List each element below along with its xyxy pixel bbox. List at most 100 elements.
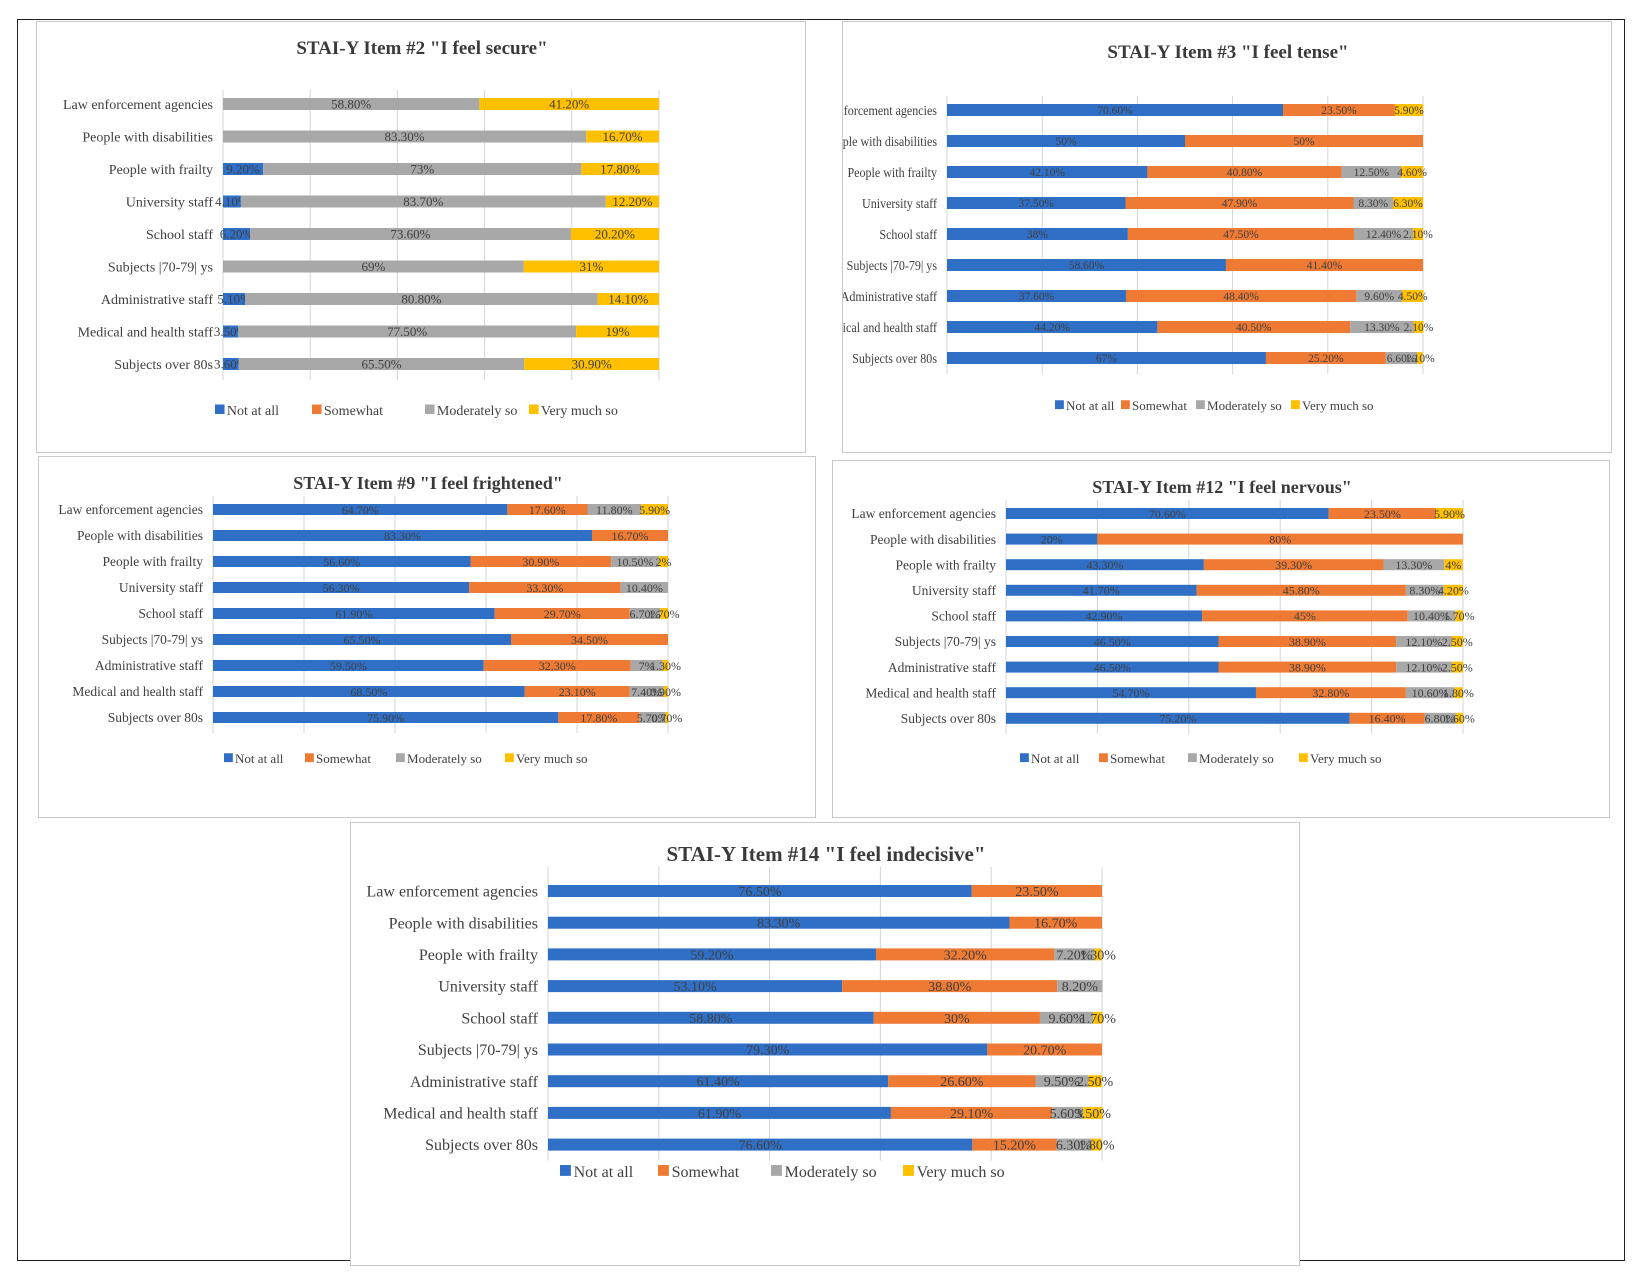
value-label: 37.50% bbox=[1019, 198, 1055, 210]
chart-panel-item12: STAI-Y Item #12 "I feel nervous" Law enfo… bbox=[832, 460, 1610, 818]
value-label: 30% bbox=[944, 1012, 970, 1027]
bar-very-much-so-law-enforcement-agencies bbox=[479, 98, 659, 110]
bar-moderately-so-people-with-frailty bbox=[1341, 166, 1402, 178]
value-label: 8.20% bbox=[1062, 980, 1099, 995]
value-label: 61.40% bbox=[696, 1075, 740, 1090]
value-label: 32.20% bbox=[944, 948, 988, 963]
bar-moderately-so-subjects-over-80s bbox=[639, 712, 666, 723]
bar-not-at-all-medical-and-health-staff bbox=[223, 325, 239, 338]
value-label: 39.30% bbox=[1275, 558, 1312, 572]
category-label-people-with-disabilities: People with disabilities bbox=[82, 130, 213, 145]
bar-not-at-all-subjects-over-80s bbox=[947, 352, 1266, 364]
bar-moderately-so-administrative-staff bbox=[1396, 661, 1452, 673]
value-label: 75.20% bbox=[1159, 712, 1196, 726]
value-label: 16.70% bbox=[612, 529, 649, 543]
bar-not-at-all-medical-and-health-staff bbox=[213, 686, 525, 697]
value-label: 1.80% bbox=[1078, 1139, 1115, 1154]
value-label: 31% bbox=[579, 259, 603, 274]
bar-not-at-all-administrative-staff bbox=[548, 1075, 889, 1088]
bar-not-at-all-law-enforcement-agencies bbox=[548, 885, 972, 897]
bar-somewhat-university-staff bbox=[1196, 584, 1406, 596]
category-label-university-staff: University staff bbox=[126, 195, 214, 210]
bar-somewhat-administrative-staff bbox=[888, 1075, 1036, 1088]
bar-somewhat-school-staff bbox=[1202, 610, 1408, 622]
bar-very-much-so-law-enforcement-agencies bbox=[1436, 508, 1463, 519]
category-label-university-staff: University staff bbox=[438, 979, 538, 996]
bar-moderately-so-subjects-70-79-ys bbox=[1396, 636, 1452, 647]
category-label-subjects-70-79-ys: Subjects |70-79| ys bbox=[895, 634, 996, 649]
value-label: 17.80% bbox=[600, 162, 640, 177]
bar-not-at-all-university-staff bbox=[947, 197, 1126, 209]
bar-moderately-so-medical-and-health-staff bbox=[629, 686, 664, 697]
value-label: 43.30% bbox=[1086, 558, 1123, 572]
chart-title: STAI-Y Item #14 "I feel indecisive" bbox=[666, 842, 985, 866]
legend-label-somewhat: Somewhat bbox=[672, 1164, 740, 1181]
bar-very-much-so-people-with-frailty bbox=[581, 163, 659, 175]
value-label: 4.50% bbox=[1398, 291, 1428, 303]
value-label: 5.10% bbox=[217, 292, 251, 307]
bar-somewhat-university-staff bbox=[1125, 197, 1354, 209]
bar-not-at-all-medical-and-health-staff bbox=[1006, 687, 1256, 699]
category-label-people-with-frailty: People with frailty bbox=[103, 554, 204, 569]
value-label: 77.50% bbox=[387, 324, 427, 339]
value-label: 8.30% bbox=[1358, 198, 1388, 210]
bar-very-much-so-subjects-over-80s bbox=[1455, 712, 1463, 724]
value-label: 20.70% bbox=[1023, 1044, 1067, 1059]
value-label: 4.20% bbox=[1438, 584, 1469, 598]
legend-swatch-moderately-so bbox=[1188, 753, 1197, 763]
bar-not-at-all-law-enforcement-agencies bbox=[213, 504, 508, 515]
value-label: 16.70% bbox=[1034, 917, 1078, 932]
value-label: 83.30% bbox=[757, 917, 801, 932]
chart-title: STAI-Y Item #9 "I feel frightened" bbox=[293, 473, 562, 493]
value-label: 9.60% bbox=[1048, 1012, 1085, 1027]
bar-somewhat-people-with-disabilities bbox=[1009, 916, 1102, 929]
value-label: 9.20% bbox=[226, 162, 260, 177]
bar-very-much-so-administrative-staff bbox=[1402, 290, 1424, 302]
value-label: 9.50% bbox=[1044, 1075, 1081, 1090]
value-label: 20% bbox=[1041, 532, 1063, 546]
legend-label-somewhat: Somewhat bbox=[1110, 751, 1165, 766]
bar-not-at-all-medical-and-health-staff bbox=[548, 1106, 891, 1119]
category-label-school-staff: School staff bbox=[879, 226, 937, 242]
chart-panel-item2: STAI-Y Item #2 "I feel secure" Law enforc… bbox=[36, 21, 806, 453]
bar-very-much-so-university-staff bbox=[605, 195, 659, 208]
bar-not-at-all-people-with-frailty bbox=[223, 163, 264, 175]
value-label: 54.70% bbox=[1112, 686, 1149, 700]
bar-moderately-so-administrative-staff bbox=[245, 293, 598, 305]
value-label: 14.10% bbox=[608, 292, 648, 307]
bar-very-much-so-subjects-70-79-ys bbox=[1451, 636, 1463, 647]
bar-somewhat-university-staff bbox=[842, 980, 1058, 993]
bar-very-much-so-school-staff bbox=[1093, 1011, 1103, 1024]
value-label: 41.20% bbox=[549, 97, 589, 112]
value-label: 6.30% bbox=[1056, 1139, 1093, 1154]
bar-not-at-all-people-with-disabilities bbox=[947, 135, 1185, 147]
bar-not-at-all-school-staff bbox=[213, 608, 495, 619]
bar-not-at-all-law-enforcement-agencies bbox=[947, 104, 1284, 116]
bar-very-much-so-medical-and-health-staff bbox=[1083, 1106, 1103, 1119]
bar-somewhat-subjects-over-80s bbox=[972, 1138, 1057, 1151]
legend-swatch-not-at-all bbox=[560, 1165, 571, 1176]
category-label-medical-and-health-staff: Medical and health staff bbox=[865, 685, 996, 700]
value-label: 37.60% bbox=[1019, 291, 1055, 303]
value-label: 75.90% bbox=[367, 711, 404, 725]
value-label: 59.50% bbox=[330, 659, 367, 673]
category-label-university-staff: University staff bbox=[912, 583, 997, 598]
category-label-people-with-disabilities: People with disabilities bbox=[77, 528, 203, 543]
bar-somewhat-subjects-70-79-ys bbox=[1218, 636, 1397, 647]
value-label: 1.80% bbox=[1443, 686, 1474, 700]
category-label-people-with-frailty: People with frailty bbox=[896, 557, 997, 572]
value-label: 40.80% bbox=[1227, 167, 1263, 179]
legend-swatch-somewhat bbox=[305, 753, 314, 763]
legend-swatch-somewhat bbox=[1099, 753, 1108, 763]
category-label-subjects-70-79-ys: Subjects |70-79| ys bbox=[108, 260, 213, 275]
value-label: 44.20% bbox=[1034, 322, 1070, 334]
value-label: 5.70% bbox=[637, 711, 668, 725]
bar-somewhat-school-staff bbox=[1127, 228, 1354, 240]
bar-somewhat-people-with-frailty bbox=[875, 948, 1055, 961]
category-label-people-with-frailty: People with frailty bbox=[847, 164, 937, 180]
bar-very-much-so-school-staff bbox=[570, 228, 659, 240]
value-label: 10.60% bbox=[1412, 686, 1449, 700]
value-label: 7.40% bbox=[631, 685, 662, 699]
legend-swatch-somewhat bbox=[312, 404, 322, 415]
value-label: 6.20% bbox=[220, 227, 254, 242]
